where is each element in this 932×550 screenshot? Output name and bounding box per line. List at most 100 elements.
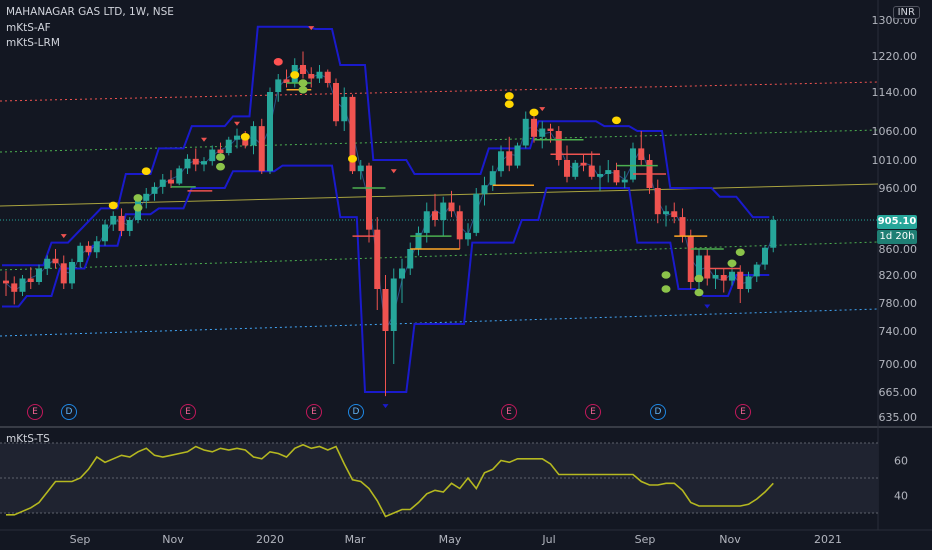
oscillator-axis-label: 60 [894,455,908,468]
candle-body [36,268,42,282]
last-price-tag: 905.10 [877,215,917,229]
signal-dot [133,203,143,212]
oscillator-band [0,443,878,513]
candle-body [300,65,306,74]
candle-body [308,74,315,79]
earnings-event-marker[interactable]: E [180,404,196,420]
candle-body [539,128,546,137]
price-axis-label: 1220.00 [872,50,918,63]
candle-body [456,211,463,240]
signal-dot [298,85,308,94]
candle-body [69,262,75,284]
candle-body [630,148,636,180]
regression-mid-line [0,241,879,271]
candle-body [654,188,661,215]
candle-body [770,220,777,248]
signal-triangle [539,107,546,112]
signal-triangle [308,26,315,31]
oscillator-label[interactable]: mKtS-TS [6,433,50,445]
candle-body [506,151,513,166]
candle-body [498,151,504,172]
candle-body [465,232,471,240]
candle-body [366,165,372,230]
candle-body [621,179,628,183]
candle-body [85,245,92,253]
candle-body [481,185,488,194]
signal-dot [612,116,621,125]
candle-body [671,211,678,218]
signal-dot [694,274,704,283]
time-axis-label: Mar [345,533,366,546]
candle-body [60,263,67,284]
earnings-event-marker[interactable]: E [501,404,517,420]
candle-body [679,217,686,237]
dividend-event-marker[interactable]: D [348,404,364,420]
candle-body [333,83,339,122]
price-axis-label: 780.00 [879,297,918,310]
candle-body [3,280,9,284]
candle-body [19,278,26,292]
earnings-event-marker[interactable]: E [27,404,43,420]
candle-body [52,258,59,264]
candle-body [192,158,199,165]
indicator-label-lrm[interactable]: mKtS-LRM [6,37,60,49]
earnings-event-marker[interactable]: E [585,404,601,420]
time-axis-label: 2020 [256,533,284,546]
signal-triangle [60,234,67,239]
candle-body [11,283,18,292]
candle-body [588,165,595,177]
signal-dot [504,92,514,100]
time-axis-label: Sep [635,533,656,546]
signal-dot [108,201,118,210]
candle-body [118,215,125,231]
dividend-event-marker[interactable]: D [61,404,77,420]
signal-dot [348,155,357,163]
time-axis-label: Nov [162,533,184,546]
candle-body [432,211,438,220]
candle-body [687,236,694,282]
candle-body [184,158,191,169]
candle-body [753,264,760,277]
candle-body [423,211,430,233]
candle-body [555,131,562,160]
earnings-event-marker[interactable]: E [306,404,322,420]
price-axis-label: 960.00 [879,182,918,195]
signal-dot [290,71,300,79]
signal-triangle [390,169,397,174]
candle-body [399,268,405,279]
candle-body [275,79,282,92]
price-axis-label: 740.00 [879,325,918,338]
signal-dot [661,285,671,293]
candle-body [696,255,702,282]
candle-body [349,96,356,172]
candle-body [201,161,207,165]
candle-body [77,245,84,262]
candle-body [217,149,224,154]
time-axis-label: Sep [70,533,91,546]
signal-dot [240,133,250,141]
candle-body [704,255,711,279]
earnings-event-marker[interactable]: E [735,404,751,420]
candle-body [448,202,455,212]
candle-body [209,149,216,162]
price-axis-label: 635.00 [879,411,918,424]
candle-body [440,202,447,220]
signal-dot [273,58,283,66]
regression-upper-line [0,81,879,102]
candle-body [762,247,768,265]
candle-body [638,148,645,160]
candle-body [663,211,669,215]
candle-body [605,170,612,174]
signal-dot [298,79,308,87]
currency-badge[interactable]: INR [892,6,920,19]
signal-dot [141,167,151,175]
signal-dot [504,100,514,108]
candle-body [250,126,257,146]
candle-body [547,128,554,131]
indicator-label-af[interactable]: mKtS-AF [6,22,51,34]
dividend-event-marker[interactable]: D [650,404,666,420]
candle-body [44,258,51,269]
candle-body [267,92,273,172]
price-axis-label: 1060.00 [872,125,918,138]
